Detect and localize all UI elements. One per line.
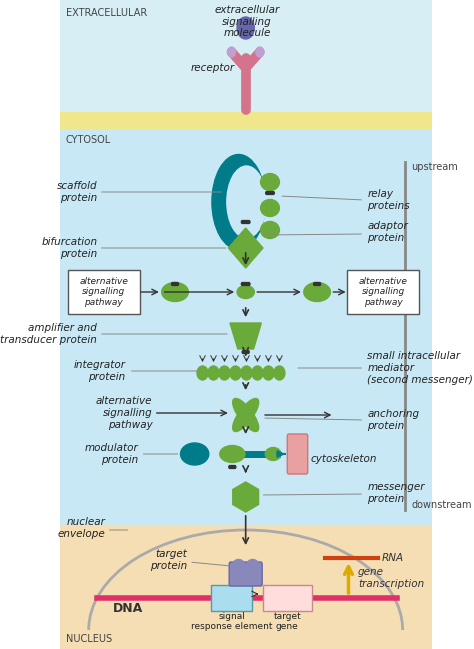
Ellipse shape: [89, 530, 402, 649]
Polygon shape: [230, 323, 261, 349]
Ellipse shape: [233, 398, 259, 432]
Text: RNA: RNA: [382, 553, 403, 563]
Text: alternative
signalling
pathway: alternative signalling pathway: [96, 397, 152, 430]
Circle shape: [245, 282, 247, 286]
Circle shape: [252, 366, 263, 380]
Text: amplifier and
transducer protein: amplifier and transducer protein: [0, 323, 97, 345]
Circle shape: [208, 366, 219, 380]
FancyBboxPatch shape: [347, 270, 419, 314]
Circle shape: [197, 366, 208, 380]
Circle shape: [246, 282, 248, 286]
Circle shape: [267, 191, 270, 195]
Circle shape: [232, 465, 234, 469]
Circle shape: [263, 366, 274, 380]
Text: integrator
protein: integrator protein: [73, 360, 126, 382]
Circle shape: [270, 191, 273, 195]
Ellipse shape: [261, 199, 279, 217]
Circle shape: [174, 282, 177, 286]
Circle shape: [228, 47, 236, 57]
Circle shape: [219, 366, 230, 380]
Circle shape: [314, 282, 316, 286]
Text: receptor: receptor: [191, 60, 235, 73]
Text: EXTRACELLULAR: EXTRACELLULAR: [66, 8, 147, 18]
FancyBboxPatch shape: [263, 585, 311, 611]
FancyBboxPatch shape: [67, 270, 140, 314]
Circle shape: [274, 366, 285, 380]
Text: target
protein: target protein: [150, 549, 187, 571]
Circle shape: [243, 282, 245, 286]
Circle shape: [229, 465, 231, 469]
Circle shape: [230, 366, 241, 380]
Text: alternative
signalling
pathway: alternative signalling pathway: [79, 277, 128, 307]
Text: adaptor
protein: adaptor protein: [367, 221, 408, 243]
Text: bifurcation
protein: bifurcation protein: [41, 237, 97, 259]
Ellipse shape: [261, 221, 279, 238]
Polygon shape: [228, 228, 263, 268]
Ellipse shape: [265, 448, 281, 461]
Ellipse shape: [237, 286, 255, 299]
Text: nuclear
envelope: nuclear envelope: [57, 517, 105, 539]
Bar: [60, 525, 432, 649]
Circle shape: [176, 282, 179, 286]
Text: extracellular
signalling
molecule: extracellular signalling molecule: [215, 5, 280, 38]
Ellipse shape: [220, 445, 245, 463]
Text: cytoskeleton: cytoskeleton: [311, 454, 377, 464]
Circle shape: [237, 17, 255, 39]
Circle shape: [241, 282, 244, 286]
Ellipse shape: [233, 398, 259, 432]
Circle shape: [315, 282, 318, 286]
Ellipse shape: [304, 282, 330, 302]
Circle shape: [318, 282, 320, 286]
Circle shape: [241, 366, 252, 380]
Text: gene
transcription: gene transcription: [358, 567, 424, 589]
Polygon shape: [233, 482, 259, 512]
Bar: [60, 130, 432, 525]
Bar: [60, 0, 432, 112]
Ellipse shape: [233, 559, 244, 569]
Text: scaffold
protein: scaffold protein: [57, 181, 97, 202]
Ellipse shape: [227, 166, 266, 238]
FancyBboxPatch shape: [287, 434, 308, 474]
Text: anchoring
protein: anchoring protein: [367, 410, 419, 431]
FancyBboxPatch shape: [211, 585, 252, 611]
Circle shape: [234, 465, 236, 469]
Circle shape: [230, 465, 233, 469]
Circle shape: [247, 221, 250, 223]
Text: messenger
protein: messenger protein: [367, 482, 425, 504]
Ellipse shape: [261, 173, 279, 191]
Text: signal
response element: signal response element: [191, 612, 272, 631]
Circle shape: [247, 350, 249, 354]
Circle shape: [272, 191, 274, 195]
Text: alternative
signalling
pathway: alternative signalling pathway: [358, 277, 408, 307]
Ellipse shape: [181, 443, 209, 465]
Circle shape: [245, 221, 247, 223]
Circle shape: [266, 191, 268, 195]
Text: modulator
protein: modulator protein: [84, 443, 138, 465]
FancyBboxPatch shape: [229, 562, 262, 586]
Circle shape: [247, 282, 250, 286]
Text: CYTOSOL: CYTOSOL: [66, 135, 111, 145]
Text: small intracellular
mediator
(second messenger): small intracellular mediator (second mes…: [367, 351, 473, 385]
Text: target
gene: target gene: [273, 612, 301, 631]
Text: upstream: upstream: [411, 162, 458, 172]
Ellipse shape: [162, 282, 188, 302]
Ellipse shape: [212, 154, 265, 249]
Text: downstream: downstream: [411, 500, 472, 510]
Circle shape: [243, 221, 245, 223]
Circle shape: [241, 221, 244, 223]
Circle shape: [317, 282, 319, 286]
Circle shape: [256, 47, 264, 57]
Circle shape: [244, 350, 246, 354]
Circle shape: [173, 282, 175, 286]
Circle shape: [246, 221, 248, 223]
Text: NUCLEUS: NUCLEUS: [66, 634, 112, 644]
Circle shape: [269, 191, 271, 195]
Circle shape: [242, 350, 245, 354]
Text: DNA: DNA: [113, 602, 143, 615]
Text: relay
proteins: relay proteins: [367, 190, 410, 211]
Ellipse shape: [247, 559, 258, 569]
Circle shape: [172, 282, 174, 286]
Circle shape: [245, 350, 247, 354]
Bar: [60, 112, 432, 130]
